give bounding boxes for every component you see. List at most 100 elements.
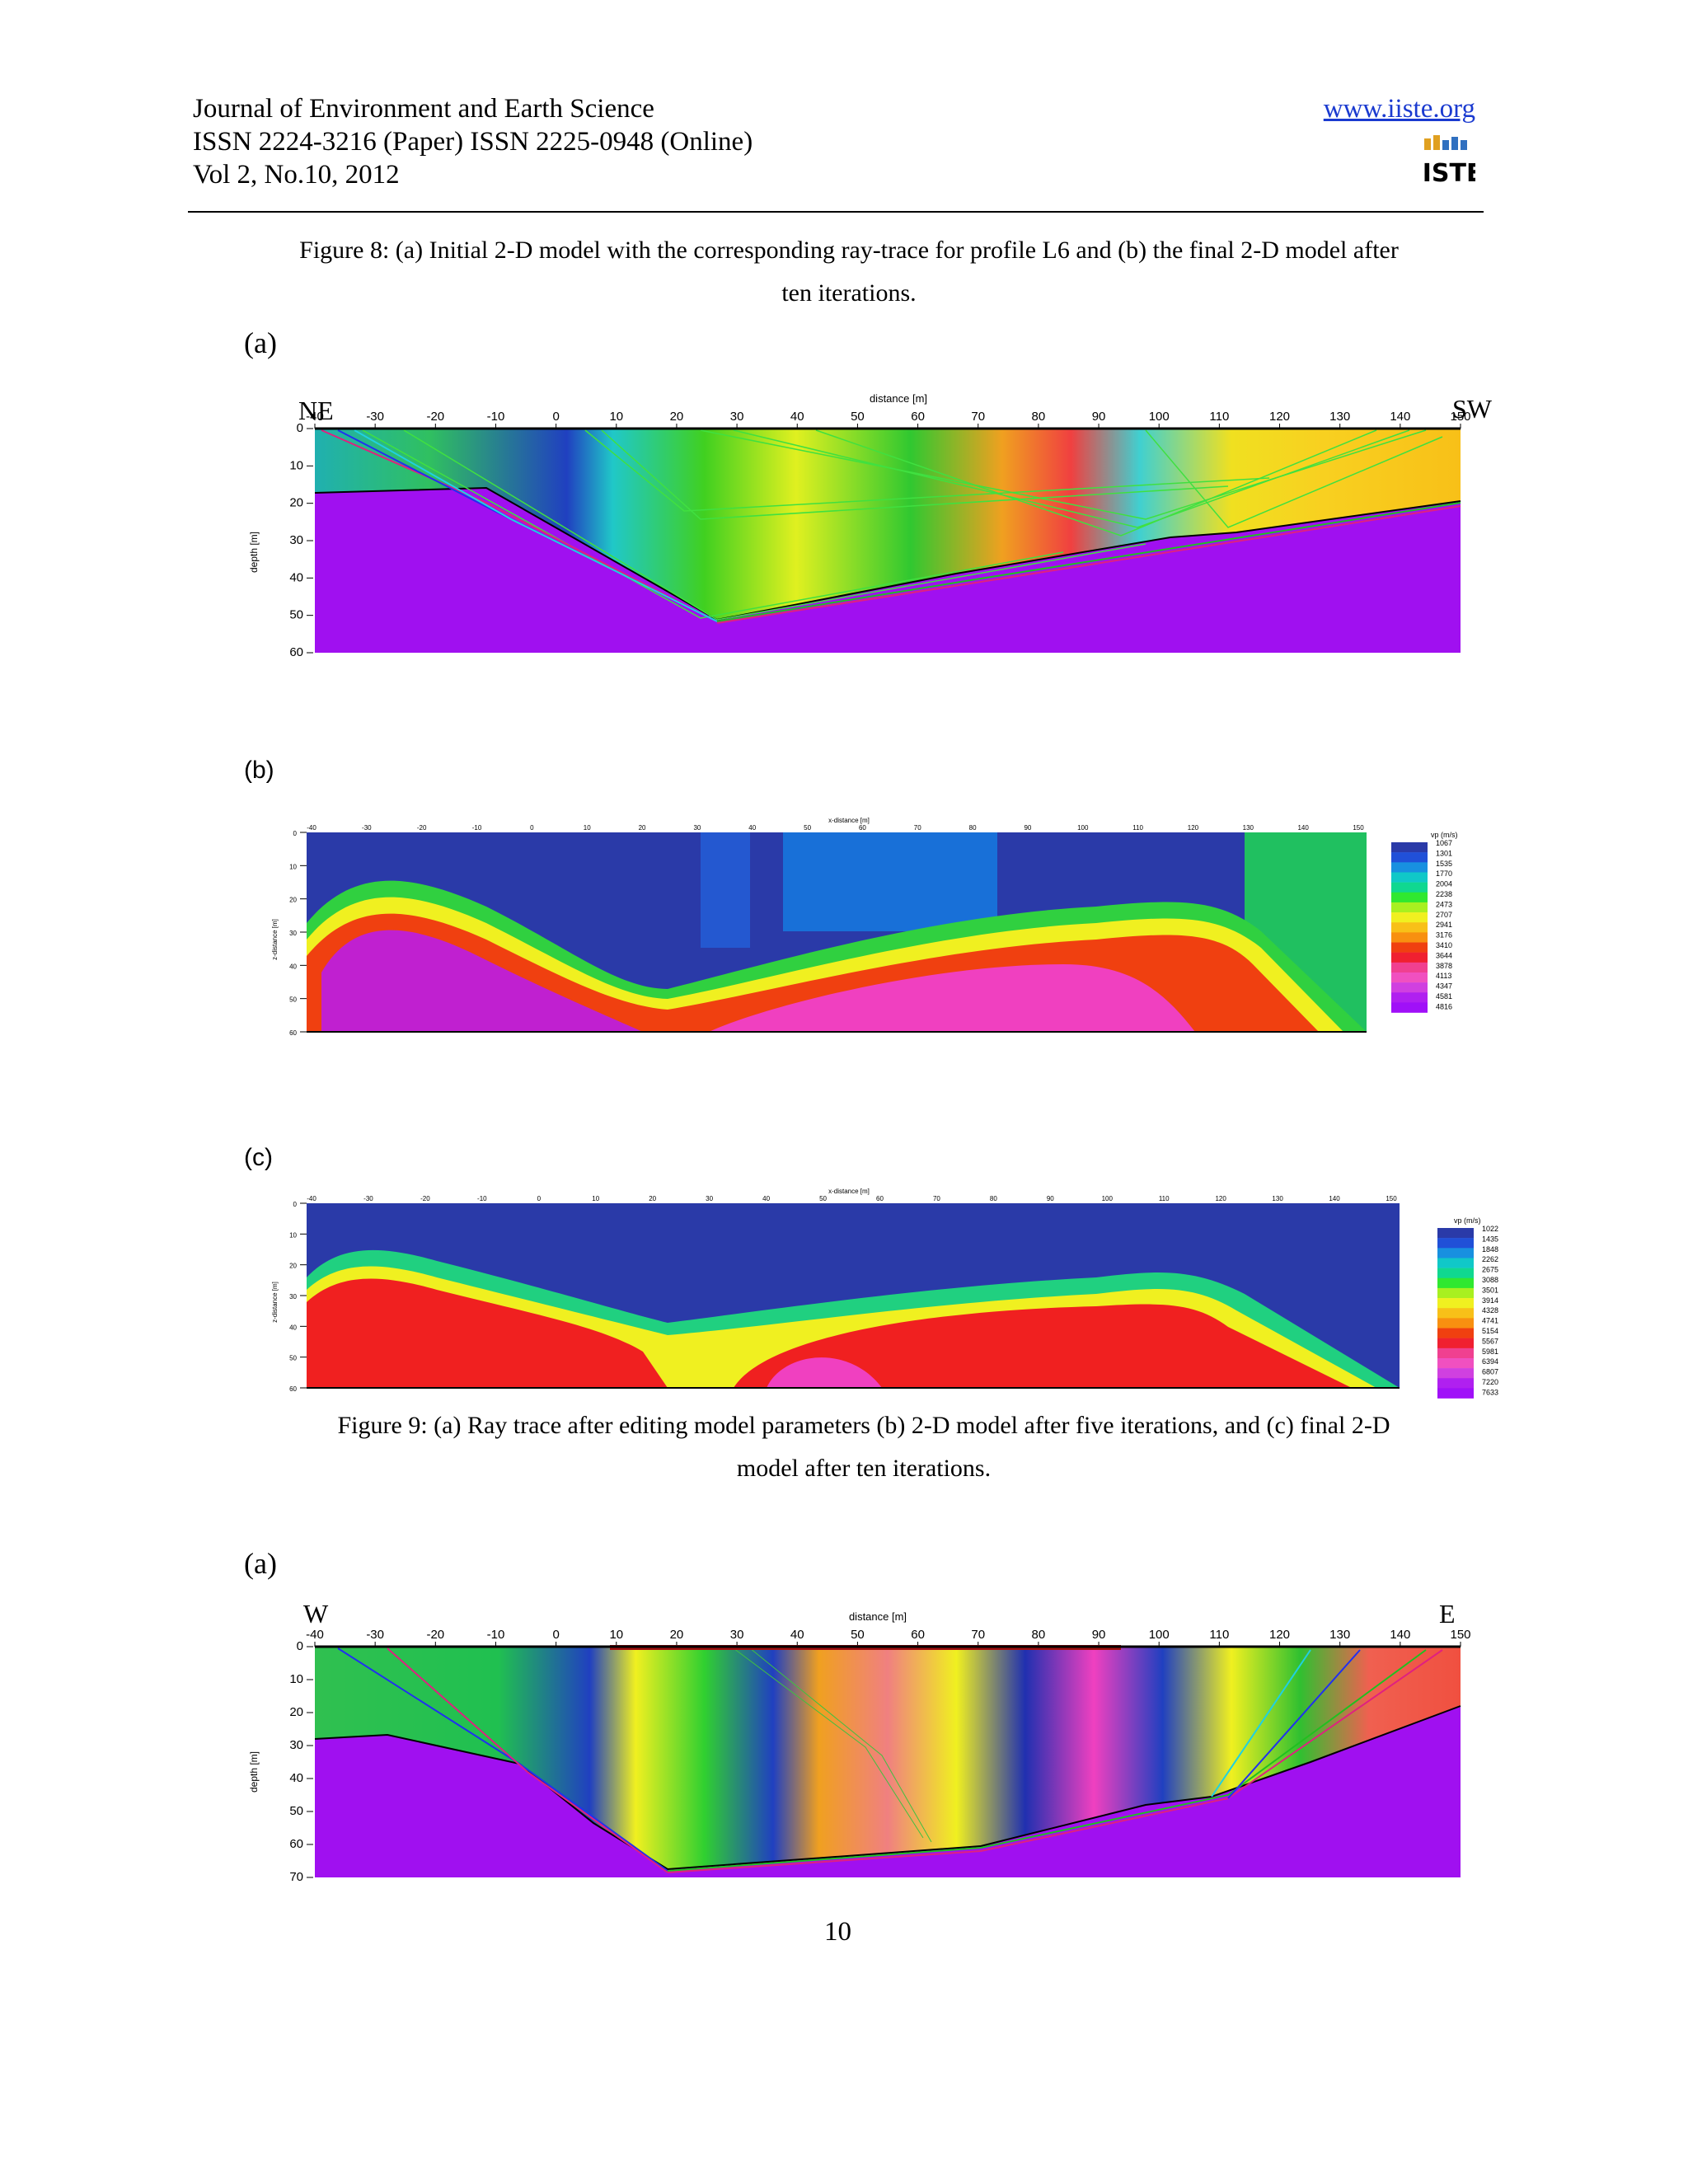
fig9c-legend-swatch xyxy=(1437,1388,1474,1399)
fig8-x-tick-label: 110 xyxy=(1209,410,1229,424)
fig9c-legend-swatch xyxy=(1437,1357,1474,1369)
volume: Vol 2, No.10, 2012 xyxy=(193,160,400,190)
fig9b-legend-value: 4581 xyxy=(1436,992,1452,1001)
fig9b-y-tick-label: 50 xyxy=(289,996,297,1004)
fig9c-y-tick-label: 60 xyxy=(289,1385,297,1393)
fig9c-x-tick-label: -20 xyxy=(420,1195,430,1202)
fig8-panel-a-label: (a) xyxy=(244,326,277,359)
fig10-x-tick-label: -30 xyxy=(366,1628,384,1642)
fig9b-legend-value: 3410 xyxy=(1436,941,1452,949)
fig9c-legend-swatch xyxy=(1437,1378,1474,1389)
fig9b-legend-value: 1067 xyxy=(1436,839,1452,847)
fig10-x-tick-label: -40 xyxy=(306,1628,324,1642)
fig9c-y-ticks: 0 10 20 30 40 50 60 xyxy=(289,1201,307,1393)
fig9b-x-tick-label: 120 xyxy=(1188,824,1199,832)
fig9c-legend-value: 1435 xyxy=(1482,1235,1498,1243)
fig8-y-tick-label: 30 xyxy=(289,533,303,547)
fig10-x-tick-label: 0 xyxy=(552,1628,559,1642)
fig9c-y-tick-label: 20 xyxy=(289,1263,297,1270)
fig9b-legend-value: 1535 xyxy=(1436,860,1452,868)
fig9c-legend-value: 1022 xyxy=(1482,1225,1498,1233)
fig9b-x-tick-label: -40 xyxy=(307,824,316,832)
fig9c-legend-swatch xyxy=(1437,1308,1474,1319)
fig9c-x-tick-label: 130 xyxy=(1272,1195,1283,1202)
fig8-raytrace-plot: distance [m] -40 -30 -20 -10 0 10 20 30 40 50 60 70… xyxy=(248,392,1471,659)
fig8-x-tick-label: 30 xyxy=(730,410,744,424)
fig10-x-tick-label: 70 xyxy=(971,1628,985,1642)
fig10-y-tick-label: 40 xyxy=(289,1771,303,1785)
fig9b-legend-swatch xyxy=(1391,982,1428,993)
fig9c-y-tick-label: 30 xyxy=(289,1293,297,1301)
fig9c-y-tick-label: 0 xyxy=(293,1201,298,1208)
figure8-caption: Figure 8: (a) Initial 2-D model with the… xyxy=(239,229,1459,315)
fig9b-legend-swatch xyxy=(1391,882,1428,893)
fig10-y-tick-label: 20 xyxy=(289,1705,303,1719)
fig9b-legend-value: 1301 xyxy=(1436,849,1452,857)
fig9b-legend-value: 1770 xyxy=(1436,869,1452,878)
fig9c-legend-value: 6394 xyxy=(1482,1357,1498,1366)
fig10-left-direction: W xyxy=(303,1599,329,1629)
fig9b-high-velocity-right xyxy=(709,964,1195,1032)
fig9b-x-tick-label: 80 xyxy=(969,824,977,832)
fig10-raytrace-plot: distance [m] -40 -30 -20 -10 0 10 20 30 40 50 60 70… xyxy=(248,1610,1471,1884)
fig8-x-tick-label: 10 xyxy=(609,410,623,424)
fig9b-legend-swatch xyxy=(1391,952,1428,963)
fig9b-y-tick-label: 40 xyxy=(289,963,297,970)
fig10-x-tick-label: 90 xyxy=(1092,1628,1106,1642)
fig8-y-tick-label: 60 xyxy=(289,645,303,659)
fig9b-x-tick-label: 150 xyxy=(1353,824,1364,832)
fig8-x-tick-label: 40 xyxy=(790,410,804,424)
fig10-x-tick-label: 130 xyxy=(1329,1628,1350,1642)
fig8-y-tick-label: 40 xyxy=(289,570,303,584)
header-rule xyxy=(188,211,1484,213)
fig9c-x-tick-label: -30 xyxy=(363,1195,373,1202)
journal-url-link[interactable]: www.iiste.org xyxy=(1323,94,1475,124)
fig10-y-tick-label: 30 xyxy=(289,1738,303,1752)
fig9c-legend-value: 5567 xyxy=(1482,1337,1498,1345)
fig9b-legend-swatch xyxy=(1391,972,1428,983)
fig9b-legend-value: 3644 xyxy=(1436,951,1452,959)
fig9c-legend-swatch xyxy=(1437,1347,1474,1359)
fig8-y-tick-label: 20 xyxy=(289,496,303,510)
fig9b-legend-title: vp (m/s) xyxy=(1431,831,1458,839)
fig9b-legend-value: 3176 xyxy=(1436,931,1452,940)
fig9b-x-tick-label: 90 xyxy=(1024,824,1031,832)
fig9c-legend-swatch xyxy=(1437,1277,1474,1289)
fig9c-legend-title: vp (m/s) xyxy=(1454,1216,1481,1225)
fig8-x-tick-label: 140 xyxy=(1390,410,1410,424)
fig9b-legend-swatch xyxy=(1391,842,1428,853)
fig8-x-tick-label: 0 xyxy=(552,410,559,424)
fig9c-legend-swatch xyxy=(1437,1268,1474,1279)
fig9b-legend-swatch xyxy=(1391,902,1428,913)
fig9c-legend-swatch xyxy=(1437,1228,1474,1239)
fig9b-x-axis-label: x-distance [m] xyxy=(828,817,870,824)
fig8-y-tick-label: 50 xyxy=(289,608,303,622)
fig9c-x-tick-label: 40 xyxy=(762,1195,770,1202)
fig9c-x-tick-label: -10 xyxy=(477,1195,487,1202)
fig9b-x-tick-label: 70 xyxy=(914,824,921,832)
fig8-x-tick-label: -30 xyxy=(366,410,384,424)
fig9-panel-b-label: (b) xyxy=(244,757,274,784)
fig8-x-axis-label: distance [m] xyxy=(870,392,927,405)
fig9b-high-velocity-left xyxy=(321,930,643,1032)
fig9c-legend-value: 2262 xyxy=(1482,1255,1498,1263)
fig8-ray-paths xyxy=(362,429,1443,621)
fig10-x-tick-label: 80 xyxy=(1032,1628,1046,1642)
fig8-x-tick-label: 150 xyxy=(1450,410,1470,424)
fig9c-legend-swatch xyxy=(1437,1258,1474,1268)
fig8-x-tick-label: -10 xyxy=(487,410,505,424)
fig9b-x-tick-label: -30 xyxy=(362,824,372,832)
fig9c-legend-value: 3501 xyxy=(1482,1286,1498,1294)
fig9b-x-tick-label: 60 xyxy=(859,824,866,832)
fig10-refractor-line xyxy=(314,1705,1461,1871)
fig9b-x-tick-label: 110 xyxy=(1132,824,1143,832)
fig10-y-ticks: 0 10 20 30 40 50 60 70 xyxy=(289,1639,313,1884)
fig9c-x-tick-label: 50 xyxy=(819,1195,827,1202)
fig10-x-tick-label: 30 xyxy=(730,1628,744,1642)
fig8-y-axis-label: depth [m] xyxy=(248,532,260,573)
fig10-x-tick-label: 20 xyxy=(670,1628,684,1642)
fig9b-y-tick-label: 0 xyxy=(293,830,298,837)
fig9c-legend-value: 4328 xyxy=(1482,1306,1498,1315)
